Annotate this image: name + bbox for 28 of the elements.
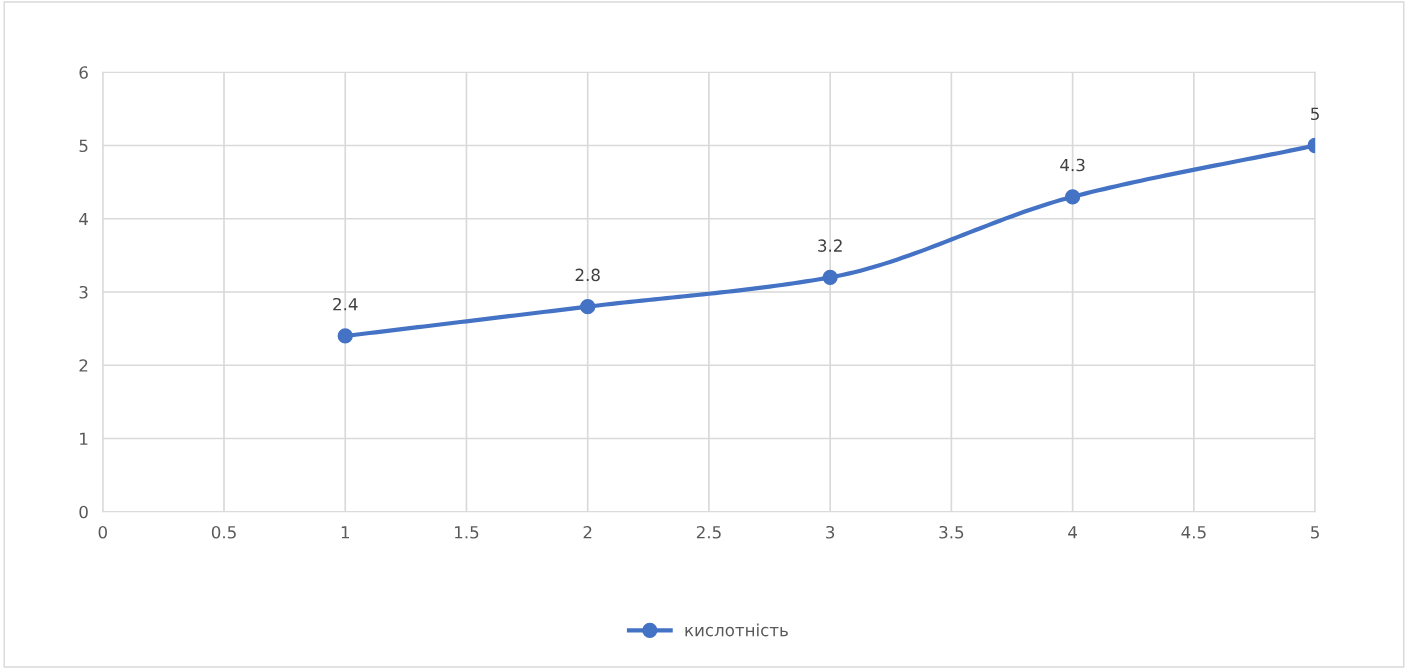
point xyxy=(337,328,353,344)
y-tick-label: 3 xyxy=(79,285,88,299)
data-label: 2.8 xyxy=(575,268,600,282)
x-tick-label: 1 xyxy=(341,526,349,539)
point xyxy=(580,299,596,315)
x-tick-label: 0 xyxy=(98,525,107,539)
x-tick-label: 3 xyxy=(826,525,835,539)
data-label: 4.3 xyxy=(1060,158,1085,172)
point xyxy=(822,269,838,286)
y-tick-label: 0 xyxy=(79,505,88,519)
y-tick-label: 4 xyxy=(79,212,88,226)
y-tick-label: 6 xyxy=(79,66,88,79)
data-label: 5 xyxy=(1311,107,1319,121)
y-tick-label: 1 xyxy=(80,432,88,445)
x-tick-label: 3.5 xyxy=(939,525,964,539)
x-tick-label: 4.5 xyxy=(1181,526,1206,539)
data-label: 2.4 xyxy=(333,297,358,311)
x-tick-label: 2.5 xyxy=(696,525,721,539)
x-tick-label: 2 xyxy=(583,525,592,539)
data-label: 3.2 xyxy=(818,239,842,252)
point xyxy=(1064,189,1081,205)
x-tick-label: 0.5 xyxy=(211,525,236,539)
x-tick-label: 4 xyxy=(1068,526,1077,539)
x-tick-label: 5 xyxy=(1311,526,1319,539)
legend-label: кислотність xyxy=(685,623,788,637)
y-tick-label: 5 xyxy=(79,139,88,153)
x-tick-label: 1.5 xyxy=(455,526,479,539)
y-tick-label: 2 xyxy=(79,359,88,372)
